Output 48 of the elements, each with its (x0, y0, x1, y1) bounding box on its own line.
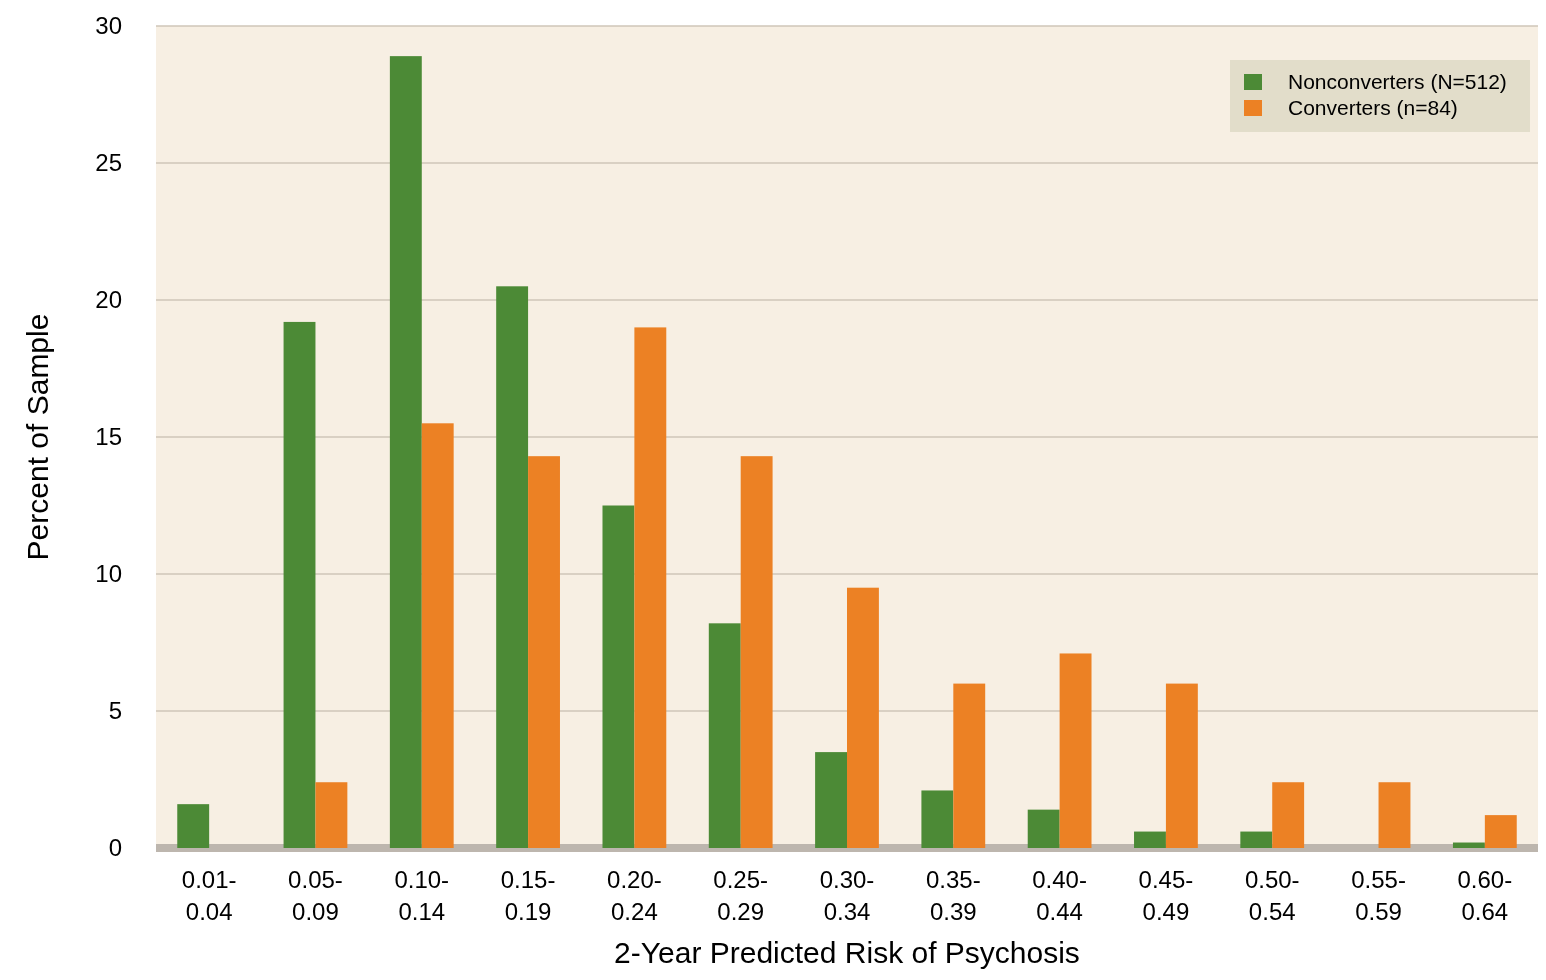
x-tick-label: 0.25- 0.29 (713, 866, 769, 925)
bar (1059, 653, 1092, 848)
x-tick-label: 0.05- 0.09 (288, 866, 343, 925)
y-tick-label: 5 (108, 697, 122, 725)
legend-label: Nonconverters (N=512) (1288, 70, 1507, 94)
bar (1165, 683, 1198, 848)
bar (847, 587, 879, 848)
bar (1240, 831, 1273, 848)
y-tick-label: 30 (95, 12, 122, 40)
bar (389, 56, 422, 848)
y-axis-title: Percent of Sample (21, 313, 54, 561)
bar (602, 505, 635, 848)
bar (1134, 831, 1166, 848)
y-tick-label: 25 (95, 149, 122, 177)
bar (177, 804, 210, 848)
bar (496, 286, 529, 848)
bar (815, 752, 847, 848)
x-tick-label: 0.35- 0.39 (925, 866, 981, 925)
x-tick-label: 0.15- 0.19 (500, 866, 556, 925)
x-tick-label: 0.01- 0.04 (181, 866, 237, 925)
bar (421, 423, 454, 848)
bar (1452, 842, 1485, 848)
x-tick-label: 0.20- 0.24 (607, 866, 662, 925)
bar (283, 321, 316, 848)
y-tick-label: 10 (95, 560, 122, 588)
bar (528, 456, 560, 848)
bar (634, 327, 667, 848)
bar (315, 782, 348, 848)
x-tick-label: 0.40- 0.44 (1032, 866, 1087, 925)
y-tick-label: 0 (108, 834, 122, 862)
x-tick-label: 0.10- 0.14 (394, 866, 450, 925)
bar (953, 683, 986, 848)
x-tick-label: 0.60- 0.64 (1457, 866, 1513, 925)
x-tick-label: 0.30- 0.34 (819, 866, 875, 925)
y-tick-label: 20 (95, 286, 122, 314)
legend-label: Converters (n=84) (1288, 96, 1458, 120)
bar (708, 623, 741, 848)
bar (1027, 809, 1060, 848)
bar (1378, 782, 1411, 848)
y-tick-label: 15 (95, 423, 122, 451)
x-tick-label: 0.55- 0.59 (1351, 866, 1406, 925)
x-tick-label: 0.50- 0.54 (1244, 866, 1300, 925)
bar (921, 790, 954, 848)
x-tick-label: 0.45- 0.49 (1138, 866, 1194, 925)
bar (740, 456, 773, 848)
bar (1272, 782, 1305, 848)
x-axis-title: 2-Year Predicted Risk of Psychosis (614, 936, 1080, 969)
bar (1484, 815, 1517, 848)
